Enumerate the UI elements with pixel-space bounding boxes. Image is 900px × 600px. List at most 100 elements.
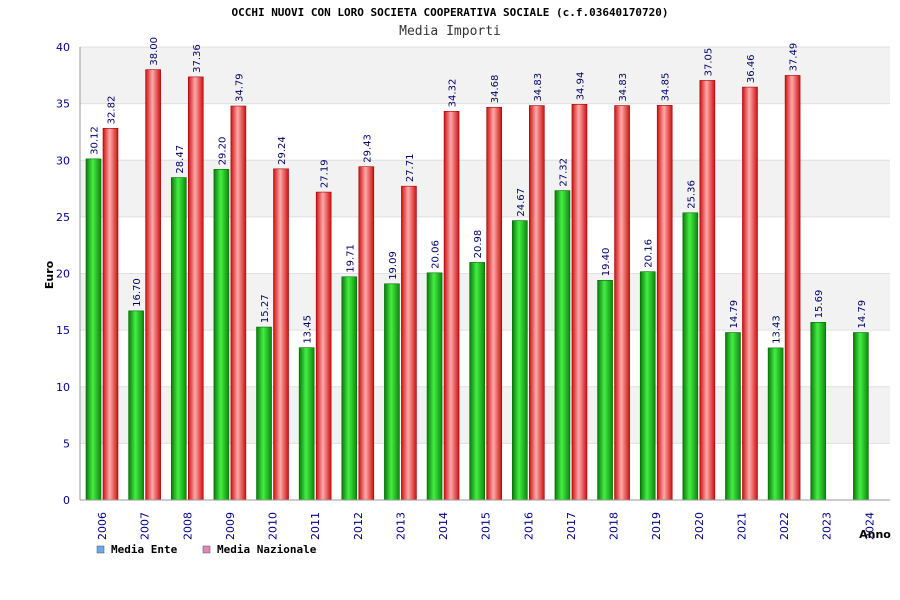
data-label-nazionale-2011: 27.19	[320, 159, 331, 188]
data-label-ente-2022: 13.43	[772, 315, 783, 344]
data-label-ente-2023: 15.69	[814, 290, 825, 319]
bar-ente-2006	[85, 158, 102, 501]
bar-nazionale-2008	[187, 76, 204, 501]
bar-ente-2014	[426, 272, 443, 501]
data-label-ente-2017: 27.32	[558, 158, 569, 187]
bar-nazionale-2019	[656, 105, 673, 501]
bar-ente-2016	[512, 220, 528, 501]
data-label-ente-2008: 28.47	[175, 145, 186, 174]
bar-ente-2008	[170, 177, 187, 501]
data-label-nazionale-2008: 37.36	[192, 44, 203, 73]
x-tick-label-2019: 2019	[650, 512, 663, 540]
data-label-ente-2006: 30.12	[90, 126, 101, 155]
y-axis-label: Euro	[43, 260, 56, 289]
x-tick-label-2013: 2013	[394, 512, 407, 540]
y-tick-label: 25	[56, 211, 70, 224]
y-tick-label: 0	[63, 494, 70, 507]
data-label-nazionale-2016: 34.83	[533, 73, 544, 102]
data-label-nazionale-2017: 34.94	[575, 72, 586, 101]
x-tick-label-2024: 2024	[863, 512, 876, 540]
x-axis-label: Anno	[859, 528, 891, 541]
data-label-nazionale-2012: 29.43	[362, 134, 373, 163]
data-label-nazionale-2007: 38.00	[149, 37, 160, 66]
x-tick-label-2020: 2020	[693, 512, 706, 540]
bar-ente-2009	[213, 169, 230, 501]
x-tick-label-2006: 2006	[96, 512, 109, 540]
y-tick-label: 35	[56, 98, 70, 111]
legend-label-nazionale: Media Nazionale	[217, 543, 317, 556]
data-labels-layer: 30.12 32.82 16.70 38.00 28.47 37.36 29.20 34.79…	[90, 37, 868, 344]
data-label-ente-2018: 19.40	[601, 248, 612, 277]
bar-ente-2020	[682, 212, 699, 501]
data-label-ente-2007: 16.70	[132, 278, 143, 307]
data-label-ente-2009: 29.20	[217, 137, 228, 166]
bar-nazionale-2007	[145, 69, 161, 501]
bar-nazionale-2006	[102, 128, 119, 501]
legend-swatch-nazionale	[202, 545, 211, 554]
data-label-ente-2013: 19.09	[388, 251, 399, 280]
x-tick-label-2014: 2014	[437, 512, 450, 540]
data-label-nazionale-2009: 34.79	[234, 73, 245, 102]
bar-ente-2023	[810, 322, 827, 501]
data-label-ente-2020: 25.36	[686, 180, 697, 209]
bar-ente-2019	[639, 271, 656, 501]
bar-nazionale-2009	[230, 105, 247, 501]
bar-nazionale-2014	[443, 111, 460, 501]
y-tick-label: 40	[56, 41, 70, 54]
chart-subtitle: Media Importi	[399, 24, 501, 39]
bar-nazionale-2017	[571, 104, 588, 501]
data-label-nazionale-2015: 34.68	[490, 75, 501, 104]
data-label-ente-2010: 15.27	[260, 294, 271, 323]
bar-ente-2007	[128, 310, 144, 501]
bar-nazionale-2015	[486, 106, 502, 501]
legend: Media Ente Media Nazionale	[96, 543, 317, 556]
data-label-nazionale-2019: 34.85	[661, 73, 672, 102]
bar-nazionale-2020	[699, 80, 716, 501]
bar-ente-2018	[597, 279, 613, 501]
x-tick-label-2010: 2010	[267, 512, 280, 540]
data-label-ente-2015: 20.98	[473, 230, 484, 259]
x-tick-label-2023: 2023	[821, 512, 834, 540]
bar-nazionale-2016	[529, 105, 545, 501]
bar-nazionale-2010	[273, 168, 289, 501]
bar-ente-2015	[469, 262, 485, 501]
x-tick-label-2012: 2012	[352, 512, 365, 540]
data-label-ente-2019: 20.16	[644, 239, 655, 268]
y-tick-label: 5	[63, 437, 70, 450]
chart-title: OCCHI NUOVI CON LORO SOCIETA COOPERATIVA…	[231, 6, 669, 19]
x-tick-label-2018: 2018	[608, 512, 621, 540]
bar-ente-2012	[341, 276, 358, 501]
x-tick-label-2015: 2015	[480, 512, 493, 540]
bar-nazionale-2018	[614, 105, 630, 501]
data-label-nazionale-2021: 36.46	[746, 54, 757, 83]
y-tick-label: 30	[56, 154, 70, 167]
bar-ente-2022	[767, 347, 784, 501]
y-tick-label: 10	[56, 381, 70, 394]
data-label-nazionale-2006: 32.82	[107, 96, 118, 125]
bar-ente-2024	[853, 332, 869, 501]
y-tick-label: 20	[56, 268, 70, 281]
x-tick-label-2021: 2021	[735, 512, 748, 540]
bar-ente-2013	[384, 283, 400, 501]
bar-nazionale-2012	[358, 166, 375, 501]
bar-ente-2021	[725, 332, 741, 501]
bar-nazionale-2022	[784, 75, 801, 501]
data-label-nazionale-2022: 37.49	[789, 43, 800, 72]
x-tick-label-2009: 2009	[224, 512, 237, 540]
data-label-ente-2014: 20.06	[431, 240, 442, 269]
data-label-nazionale-2020: 37.05	[703, 48, 714, 77]
data-label-ente-2024: 14.79	[857, 300, 868, 329]
bar-nazionale-2011	[315, 191, 332, 501]
bar-nazionale-2021	[742, 86, 758, 501]
x-tick-label-2007: 2007	[139, 512, 152, 540]
bar-nazionale-2013	[401, 185, 417, 501]
x-tick-label-2011: 2011	[309, 512, 322, 540]
bar-ente-2017	[554, 190, 571, 501]
data-label-ente-2021: 14.79	[729, 300, 740, 329]
data-label-nazionale-2013: 27.71	[405, 154, 416, 183]
data-label-nazionale-2014: 34.32	[448, 79, 459, 108]
data-label-ente-2016: 24.67	[516, 188, 527, 217]
y-tick-label: 15	[56, 324, 70, 337]
legend-swatch-ente	[96, 545, 105, 554]
